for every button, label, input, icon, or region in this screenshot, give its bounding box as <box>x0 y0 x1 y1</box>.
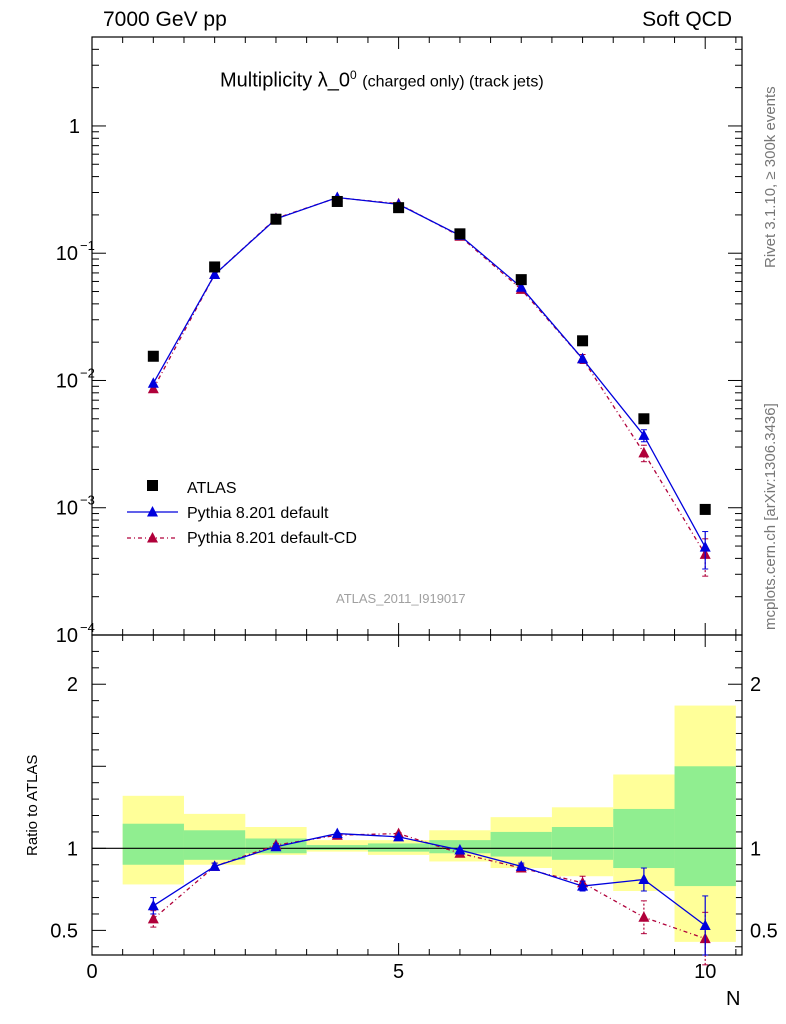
atlas-data-point <box>638 413 650 425</box>
ratio-pythia-default-marker <box>209 860 221 871</box>
plot-title: Multiplicity λ_00 (charged only) (track … <box>220 68 544 93</box>
ratio-y-tick-label-right: 2 <box>750 674 761 696</box>
main-y-tick-label: 10 <box>56 498 78 520</box>
atlas-data-point <box>209 261 221 273</box>
uncertainty-band-inner <box>122 823 184 865</box>
main-y-tick-label: 10 <box>56 625 78 647</box>
ratio-frame <box>91 634 743 956</box>
main-y-tick-label: 10 <box>56 243 78 265</box>
atlas-data-point <box>393 202 405 214</box>
main-pythia-default-marker <box>515 281 527 292</box>
main-y-tick-label: 10 <box>56 370 78 392</box>
main-pythia-cd-marker <box>638 446 650 458</box>
atlas-data-point <box>331 195 343 207</box>
header-left-label: 7000 GeV pp <box>103 8 227 31</box>
header-right-label: Soft QCD <box>642 8 732 31</box>
ratio-pythia-default-marker <box>699 919 711 930</box>
main-pythia-default-marker <box>577 352 589 364</box>
legend-atlas-label: ATLAS <box>187 480 237 497</box>
legend-atlas-marker <box>147 480 158 491</box>
ratio-pythia-default-marker <box>515 860 527 871</box>
uncertainty-band-inner <box>306 845 368 850</box>
ratio-pythia-default-marker <box>454 843 466 855</box>
uncertainty-band-inner <box>183 830 246 860</box>
main-pythia-default-marker <box>209 268 221 280</box>
ratio-y-tick-label-right: 0.5 <box>750 920 778 942</box>
ratio-pythia-cd-marker <box>147 912 159 924</box>
uncertainty-band-inner <box>674 766 736 887</box>
ratio-y-tick-label-left: 1 <box>67 838 78 860</box>
atlas-data-point <box>577 335 589 347</box>
uncertainty-band-inner <box>367 843 430 852</box>
atlas-data-point <box>270 213 282 225</box>
title-suffix: (charged only) (track jets) <box>362 73 544 91</box>
legend-pythia-default-label: Pythia 8.201 default <box>187 505 329 522</box>
ratio-pythia-cd-marker <box>638 911 650 922</box>
main-pythia-cd-line <box>152 197 706 555</box>
x-axis-label: N <box>726 988 741 1010</box>
ratio-y-tick-label-left: 2 <box>67 674 78 696</box>
title-superscript: 0 <box>350 68 357 82</box>
main-panel: 10 −410 −310 −210 −11 <box>56 36 743 647</box>
ratio-pythia-default-marker <box>393 830 405 842</box>
x-tick-label: 5 <box>393 961 404 983</box>
ratio-pythia-default-marker <box>638 873 650 885</box>
main-pythia-default-marker <box>147 377 159 388</box>
legend: ATLAS Pythia 8.201 default Pythia 8.201 … <box>127 480 357 547</box>
main-pythia-default-marker <box>699 541 711 552</box>
legend-pythia-default-marker <box>147 506 158 517</box>
ratio-y-tick-label-left: 0.5 <box>50 920 78 942</box>
x-tick-label: 0 <box>86 961 97 983</box>
main-pythia-cd-marker <box>147 382 159 394</box>
ratio-panel: 0 5 10 0.5 0.5 1 1 2 2 <box>50 634 778 983</box>
atlas-data-point <box>515 274 527 286</box>
ratio-pythia-default-marker <box>270 840 282 852</box>
x-tick-label: 10 <box>694 961 716 983</box>
ratio-pythia-default-line <box>152 832 706 926</box>
atlas-data-point <box>147 350 159 362</box>
legend-pythia-cd-label: Pythia 8.201 default-CD <box>187 530 357 547</box>
uncertainty-band-inner <box>551 827 614 860</box>
main-pythia-default-line <box>152 196 706 548</box>
ratio-y-tick-label-right: 1 <box>750 838 761 860</box>
ratio-pythia-default-marker <box>577 880 589 891</box>
uncertainty-band-inner <box>613 808 675 869</box>
legend-pythia-cd-marker <box>147 532 158 543</box>
title-main: Multiplicity λ_0 <box>220 69 351 92</box>
ratio-pythia-cd-line <box>152 832 706 940</box>
main-y-tick-exponent: −1 <box>80 238 95 253</box>
analysis-watermark: ATLAS_2011_I919017 <box>336 591 466 606</box>
uncertainty-band-inner <box>490 831 552 857</box>
main-y-tick-exponent: −4 <box>80 620 95 635</box>
atlas-data-point <box>454 228 466 240</box>
main-y-tick-exponent: −3 <box>80 493 95 508</box>
atlas-data-point <box>699 503 711 515</box>
ratio-pythia-default-marker <box>331 827 343 839</box>
main-y-tick-label: 1 <box>69 116 80 138</box>
main-pythia-default-marker <box>638 429 650 440</box>
ratio-pythia-default-marker <box>147 899 159 911</box>
main-y-tick-exponent: −2 <box>80 365 95 380</box>
